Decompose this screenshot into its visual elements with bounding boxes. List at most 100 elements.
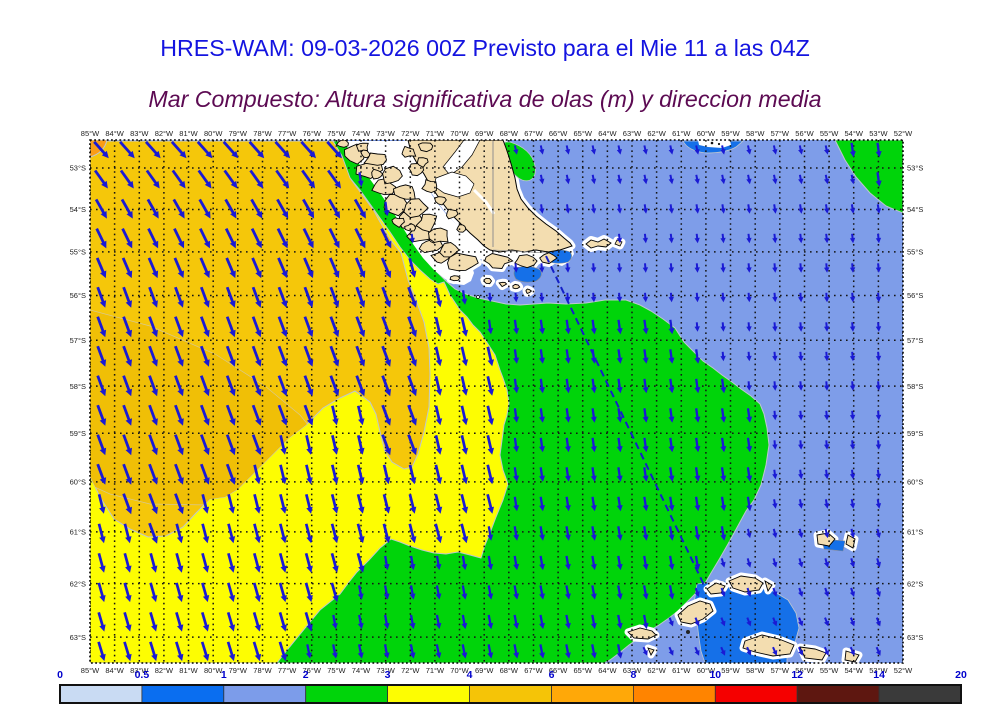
svg-text:75°W: 75°W (327, 666, 346, 675)
svg-text:61°W: 61°W (672, 666, 691, 675)
svg-text:75°W: 75°W (327, 129, 346, 138)
svg-text:60°W: 60°W (697, 129, 716, 138)
svg-text:82°W: 82°W (155, 666, 174, 675)
svg-text:62°W: 62°W (647, 666, 666, 675)
svg-text:62°W: 62°W (647, 129, 666, 138)
svg-text:4: 4 (467, 669, 473, 681)
svg-text:67°W: 67°W (524, 129, 543, 138)
svg-text:20: 20 (955, 669, 967, 681)
svg-text:54°S: 54°S (70, 205, 86, 214)
svg-text:77°W: 77°W (278, 129, 297, 138)
svg-text:59°W: 59°W (721, 129, 740, 138)
svg-text:84°W: 84°W (105, 666, 124, 675)
svg-text:57°W: 57°W (771, 129, 790, 138)
svg-text:85°W: 85°W (81, 129, 100, 138)
svg-text:60°W: 60°W (697, 666, 716, 675)
svg-text:58°W: 58°W (746, 129, 765, 138)
svg-text:76°W: 76°W (302, 666, 321, 675)
svg-text:61°S: 61°S (907, 528, 923, 537)
svg-text:61°W: 61°W (672, 129, 691, 138)
svg-text:61°S: 61°S (70, 528, 86, 537)
svg-text:53°W: 53°W (869, 666, 888, 675)
svg-text:69°W: 69°W (475, 666, 494, 675)
svg-text:66°W: 66°W (549, 666, 568, 675)
svg-text:85°W: 85°W (81, 666, 100, 675)
svg-text:83°W: 83°W (130, 666, 149, 675)
svg-text:57°S: 57°S (907, 336, 923, 345)
svg-text:56°W: 56°W (795, 129, 814, 138)
svg-text:56°W: 56°W (795, 666, 814, 675)
svg-text:74°W: 74°W (352, 666, 371, 675)
svg-text:52°W: 52°W (894, 666, 913, 675)
svg-text:56°S: 56°S (70, 291, 86, 300)
svg-text:58°W: 58°W (746, 666, 765, 675)
svg-text:63°W: 63°W (623, 666, 642, 675)
svg-text:12: 12 (791, 669, 803, 681)
svg-text:65°W: 65°W (573, 129, 592, 138)
svg-text:72°W: 72°W (401, 129, 420, 138)
svg-text:53°S: 53°S (907, 164, 923, 173)
svg-text:57°W: 57°W (771, 666, 790, 675)
svg-text:68°W: 68°W (500, 666, 519, 675)
svg-text:14: 14 (873, 669, 885, 681)
svg-text:58°S: 58°S (70, 382, 86, 391)
svg-text:72°W: 72°W (401, 666, 420, 675)
svg-text:81°W: 81°W (179, 129, 198, 138)
svg-text:71°W: 71°W (426, 666, 445, 675)
svg-text:79°W: 79°W (229, 129, 248, 138)
svg-text:8: 8 (630, 669, 636, 681)
svg-text:64°W: 64°W (598, 129, 617, 138)
svg-text:55°S: 55°S (907, 248, 923, 257)
svg-text:2: 2 (303, 669, 309, 681)
svg-text:67°W: 67°W (524, 666, 543, 675)
svg-text:63°S: 63°S (907, 633, 923, 642)
svg-text:73°W: 73°W (376, 666, 395, 675)
svg-text:80°W: 80°W (204, 666, 223, 675)
svg-text:78°W: 78°W (253, 666, 272, 675)
svg-text:Mar Compuesto: Altura signific: Mar Compuesto: Altura significativa de o… (148, 86, 821, 112)
svg-text:54°W: 54°W (844, 129, 863, 138)
svg-text:59°W: 59°W (721, 666, 740, 675)
svg-text:1: 1 (221, 669, 227, 681)
svg-text:68°W: 68°W (500, 129, 519, 138)
svg-text:56°S: 56°S (907, 291, 923, 300)
svg-text:74°W: 74°W (352, 129, 371, 138)
svg-text:60°S: 60°S (907, 478, 923, 487)
svg-text:10: 10 (709, 669, 721, 681)
svg-text:83°W: 83°W (130, 129, 149, 138)
svg-text:52°W: 52°W (894, 129, 913, 138)
svg-text:70°W: 70°W (450, 129, 469, 138)
svg-text:69°W: 69°W (475, 129, 494, 138)
svg-text:84°W: 84°W (105, 129, 124, 138)
svg-text:73°W: 73°W (376, 129, 395, 138)
svg-text:0: 0 (57, 669, 63, 681)
svg-text:59°S: 59°S (907, 429, 923, 438)
svg-text:59°S: 59°S (70, 429, 86, 438)
svg-text:6: 6 (549, 669, 555, 681)
svg-text:53°S: 53°S (70, 164, 86, 173)
svg-text:80°W: 80°W (204, 129, 223, 138)
svg-text:HRES-WAM: 09-03-2026 00Z Previ: HRES-WAM: 09-03-2026 00Z Previsto para e… (160, 35, 810, 61)
svg-text:71°W: 71°W (426, 129, 445, 138)
svg-text:55°W: 55°W (820, 666, 839, 675)
svg-text:55°S: 55°S (70, 248, 86, 257)
svg-text:0.5: 0.5 (135, 669, 150, 681)
svg-text:57°S: 57°S (70, 336, 86, 345)
svg-text:70°W: 70°W (450, 666, 469, 675)
svg-text:63°S: 63°S (70, 633, 86, 642)
svg-text:62°S: 62°S (907, 579, 923, 588)
svg-text:64°W: 64°W (598, 666, 617, 675)
svg-text:76°W: 76°W (302, 129, 321, 138)
svg-text:62°S: 62°S (70, 579, 86, 588)
svg-text:53°W: 53°W (869, 129, 888, 138)
svg-text:58°S: 58°S (907, 382, 923, 391)
svg-text:60°S: 60°S (70, 478, 86, 487)
svg-text:55°W: 55°W (820, 129, 839, 138)
svg-text:81°W: 81°W (179, 666, 198, 675)
svg-text:54°S: 54°S (907, 205, 923, 214)
svg-text:63°W: 63°W (623, 129, 642, 138)
svg-text:54°W: 54°W (844, 666, 863, 675)
svg-text:79°W: 79°W (229, 666, 248, 675)
svg-text:78°W: 78°W (253, 129, 272, 138)
svg-text:77°W: 77°W (278, 666, 297, 675)
